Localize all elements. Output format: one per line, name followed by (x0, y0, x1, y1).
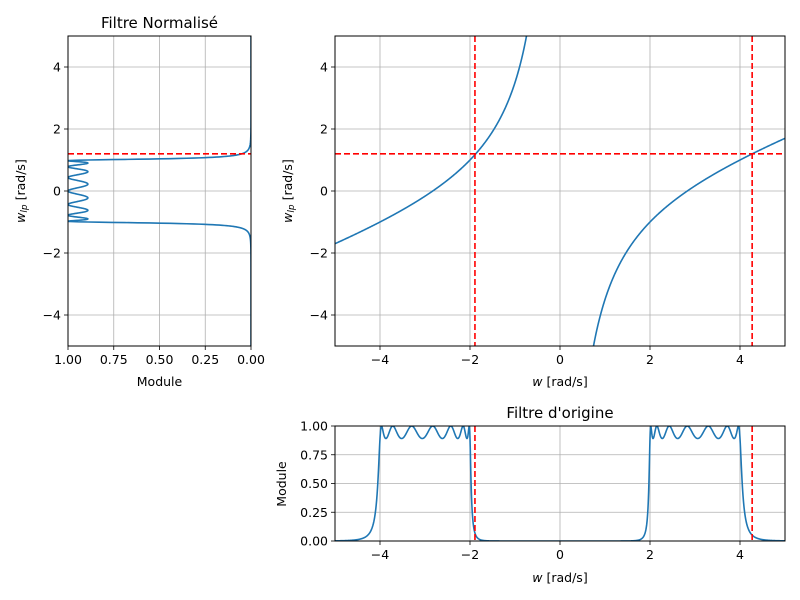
x-axis-label-unit: [rad/s] (543, 374, 588, 389)
y-tick-label: −4 (310, 308, 328, 323)
data-group (335, 36, 785, 346)
x-ticks: −4 −2 0 2 4 (371, 541, 744, 562)
y-tick-label: 0.50 (300, 476, 328, 491)
x-tick-label: 0 (556, 352, 564, 367)
x-tick-label: 0.25 (191, 352, 219, 367)
data-group (335, 426, 785, 541)
chart-title: Filtre d'origine (506, 404, 613, 422)
y-axis-label: Module (274, 461, 289, 507)
grid-group (335, 36, 785, 346)
y-tick-label: −4 (43, 308, 61, 323)
y-tick-label: 2 (53, 122, 61, 137)
x-tick-label: 0 (556, 547, 564, 562)
y-tick-label: 1.00 (300, 419, 328, 434)
y-tick-label: 4 (53, 60, 61, 75)
series-line (335, 36, 528, 245)
y-axis-label-unit: [rad/s] (13, 159, 28, 204)
reference-lines (474, 426, 753, 541)
x-tick-label: 0.50 (146, 352, 174, 367)
y-tick-label: 0.75 (300, 447, 328, 462)
y-axis-label-main: w (13, 212, 28, 223)
x-axis-label: Module (137, 374, 183, 389)
y-ticks: 1.00 0.75 0.50 0.25 0.00 (300, 419, 335, 549)
y-axis-label-unit: [rad/s] (280, 159, 295, 204)
y-axis-label-sub: lp (287, 204, 297, 213)
y-axis-label-main: w (280, 212, 295, 223)
chart-title: Filtre Normalisé (101, 14, 218, 32)
series-line (592, 137, 785, 346)
x-tick-label: 4 (736, 352, 744, 367)
x-tick-label: 1.00 (54, 352, 82, 367)
chart-filtre-normalise: Filtre Normalisé 1.00 0.75 0.50 0.25 0.00 4 2… (13, 14, 265, 389)
y-tick-label: 0.00 (300, 534, 328, 549)
chart-frequency-transform: −4 −2 0 2 4 420−2−4 w [rad/s] wlp [rad/s] (280, 35, 786, 389)
reference-lines (335, 36, 785, 346)
x-tick-label: 0.75 (100, 352, 128, 367)
y-axis-label: wlp [rad/s] (280, 159, 297, 223)
x-tick-label: −2 (461, 352, 479, 367)
x-axis-label-unit: [rad/s] (543, 570, 588, 585)
x-tick-label: 0.00 (237, 352, 265, 367)
series-line (335, 426, 785, 541)
x-ticks: 1.00 0.75 0.50 0.25 0.00 (54, 346, 265, 367)
y-ticks: 4 2 0 −2 −4 (310, 60, 335, 323)
x-tick-label: 2 (646, 352, 654, 367)
x-tick-label: −2 (461, 547, 479, 562)
y-tick-label: 2 (320, 122, 328, 137)
y-tick-label: 0 (320, 184, 328, 199)
x-ticks: −4 −2 0 2 4 (371, 346, 744, 367)
y-axis-label: wlp [rad/s] (13, 159, 30, 223)
x-tick-label: 4 (736, 547, 744, 562)
y-tick-label: 0 (53, 184, 61, 199)
x-tick-label: −4 (371, 352, 389, 367)
y-tick-label: −2 (310, 246, 328, 261)
y-tick-label: 4 (320, 60, 328, 75)
y-tick-label: −2 (43, 246, 61, 261)
x-axis-label: w [rad/s] (532, 570, 587, 585)
x-tick-label: 2 (646, 547, 654, 562)
y-tick-label: 0.25 (300, 505, 328, 520)
x-tick-label: −4 (371, 547, 389, 562)
x-axis-label-main: w (532, 570, 543, 585)
y-ticks: 4 2 0 −2 −4 (43, 60, 68, 323)
x-axis-label-main: w (532, 374, 543, 389)
y-axis-label-sub: lp (20, 204, 30, 213)
chart-filtre-d-origine: Filtre d'origine −4 −2 0 2 4 1.00 0.75 0.50 0.2… (274, 404, 786, 585)
x-axis-label: w [rad/s] (532, 374, 587, 389)
